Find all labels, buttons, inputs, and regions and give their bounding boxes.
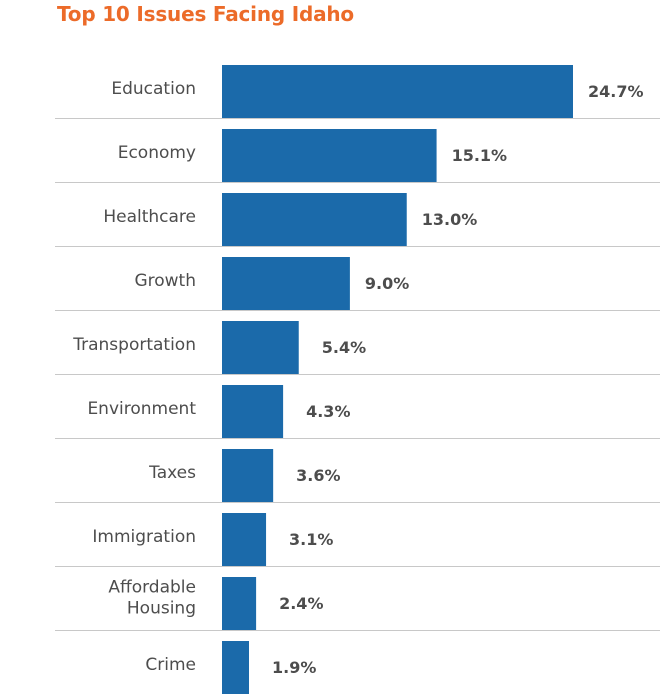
value-label-transportation: 5.4%: [322, 338, 366, 357]
bar-growth: [222, 257, 350, 310]
value-label-economy: 15.1%: [452, 146, 508, 165]
category-label-economy: Economy: [118, 143, 196, 163]
bar-transportation: [222, 321, 299, 374]
value-label-healthcare: 13.0%: [422, 210, 478, 229]
value-label-taxes: 3.6%: [296, 466, 340, 485]
value-label-immigration: 3.1%: [289, 530, 333, 549]
category-label-immigration: Immigration: [92, 527, 196, 547]
category-label-affordable-housing: Affordable Housing: [108, 578, 196, 619]
category-label-healthcare: Healthcare: [103, 207, 196, 227]
bar-education: [222, 65, 573, 118]
bar-environment: [222, 385, 284, 438]
bar-healthcare: [222, 193, 407, 246]
category-label-growth: Growth: [134, 271, 196, 291]
value-label-growth: 9.0%: [365, 274, 409, 293]
value-label-education: 24.7%: [588, 82, 644, 101]
category-label-crime: Crime: [145, 655, 196, 675]
bar-affordable-housing: [222, 577, 257, 630]
bar-immigration: [222, 513, 267, 566]
value-label-environment: 4.3%: [306, 402, 350, 421]
value-label-affordable-housing: 2.4%: [279, 594, 323, 613]
chart-title: Top 10 Issues Facing Idaho: [57, 2, 354, 26]
category-label-taxes: Taxes: [148, 463, 196, 483]
category-label-education: Education: [111, 79, 196, 99]
bar-taxes: [222, 449, 274, 502]
category-label-transportation: Transportation: [72, 335, 196, 355]
value-label-crime: 1.9%: [272, 658, 316, 677]
bar-crime: [222, 641, 249, 694]
bar-economy: [222, 129, 437, 182]
category-label-environment: Environment: [87, 399, 196, 419]
